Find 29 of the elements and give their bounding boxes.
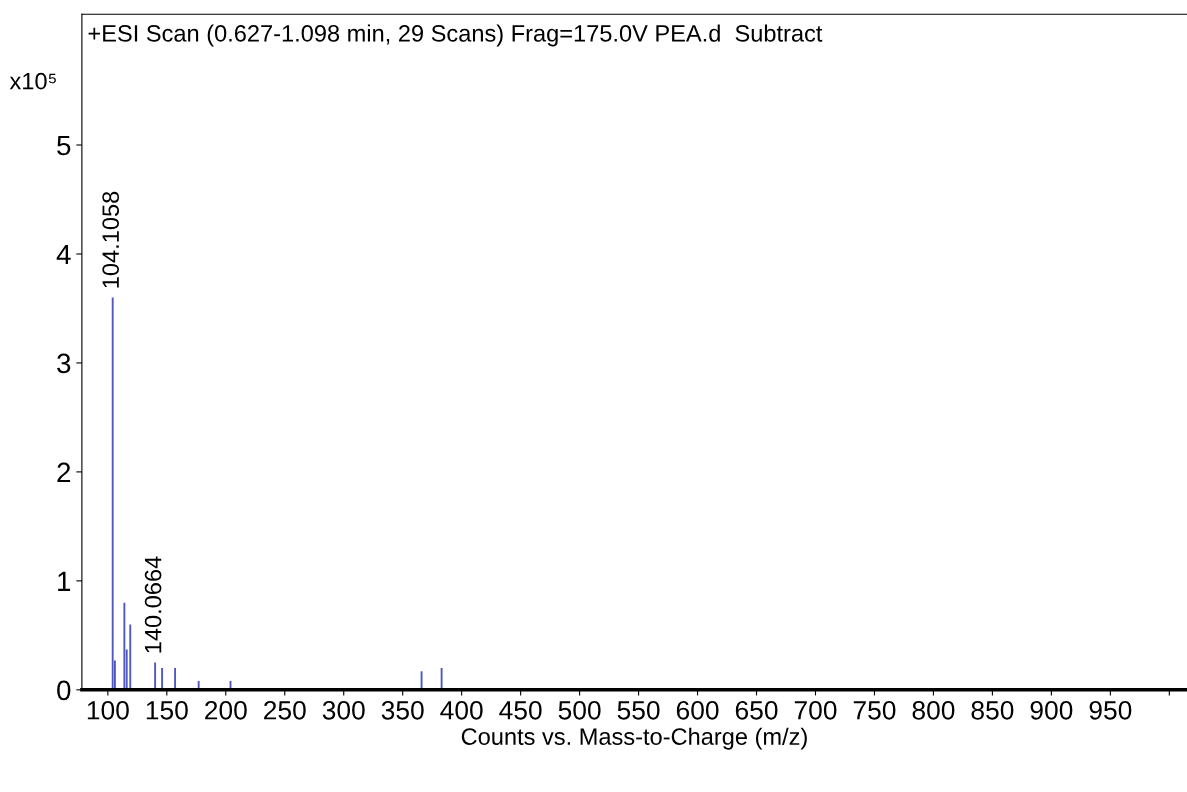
x-tick-label: 400 xyxy=(440,700,483,720)
x-tick-label: 700 xyxy=(794,700,837,720)
y-tick-label: 5 xyxy=(57,135,71,156)
x-tick-label: 300 xyxy=(322,700,365,720)
x-axis-title: Counts vs. Mass-to-Charge (m/z) xyxy=(461,727,807,750)
y-axis-title: x10⁵ xyxy=(9,72,56,90)
x-tick-label: 450 xyxy=(499,700,542,720)
x-tick-label: 250 xyxy=(264,700,306,720)
x-tick-label: 650 xyxy=(735,700,778,720)
x-tick-label: 200 xyxy=(205,700,247,720)
x-tick-label: 850 xyxy=(971,700,1014,720)
x-tick-label: 100 xyxy=(87,700,129,720)
y-tick-label: 2 xyxy=(57,462,71,482)
y-tick-label: 0 xyxy=(57,680,71,701)
x-tick-label: 350 xyxy=(381,700,424,720)
x-tick-label: 900 xyxy=(1030,700,1073,720)
x-tick-label: 600 xyxy=(676,700,719,720)
x-tick-label: 150 xyxy=(146,700,188,720)
y-tick-label: 3 xyxy=(57,353,71,374)
y-tick-label: 4 xyxy=(56,244,71,265)
x-tick-label: 550 xyxy=(617,700,660,720)
annotation: 104.1058 xyxy=(102,191,120,288)
x-tick-label: 750 xyxy=(853,700,896,720)
annotation: 140.0664 xyxy=(144,556,162,653)
y-tick-label: 1 xyxy=(58,571,71,591)
x-tick-label: 800 xyxy=(912,700,955,720)
chart-title: +ESI Scan (0.627-1.098 min, 29 Scans) Frag=175.0V PEA.d Subtract xyxy=(88,24,823,47)
x-tick-label: 500 xyxy=(558,700,601,720)
x-tick-label: 950 xyxy=(1089,700,1132,720)
